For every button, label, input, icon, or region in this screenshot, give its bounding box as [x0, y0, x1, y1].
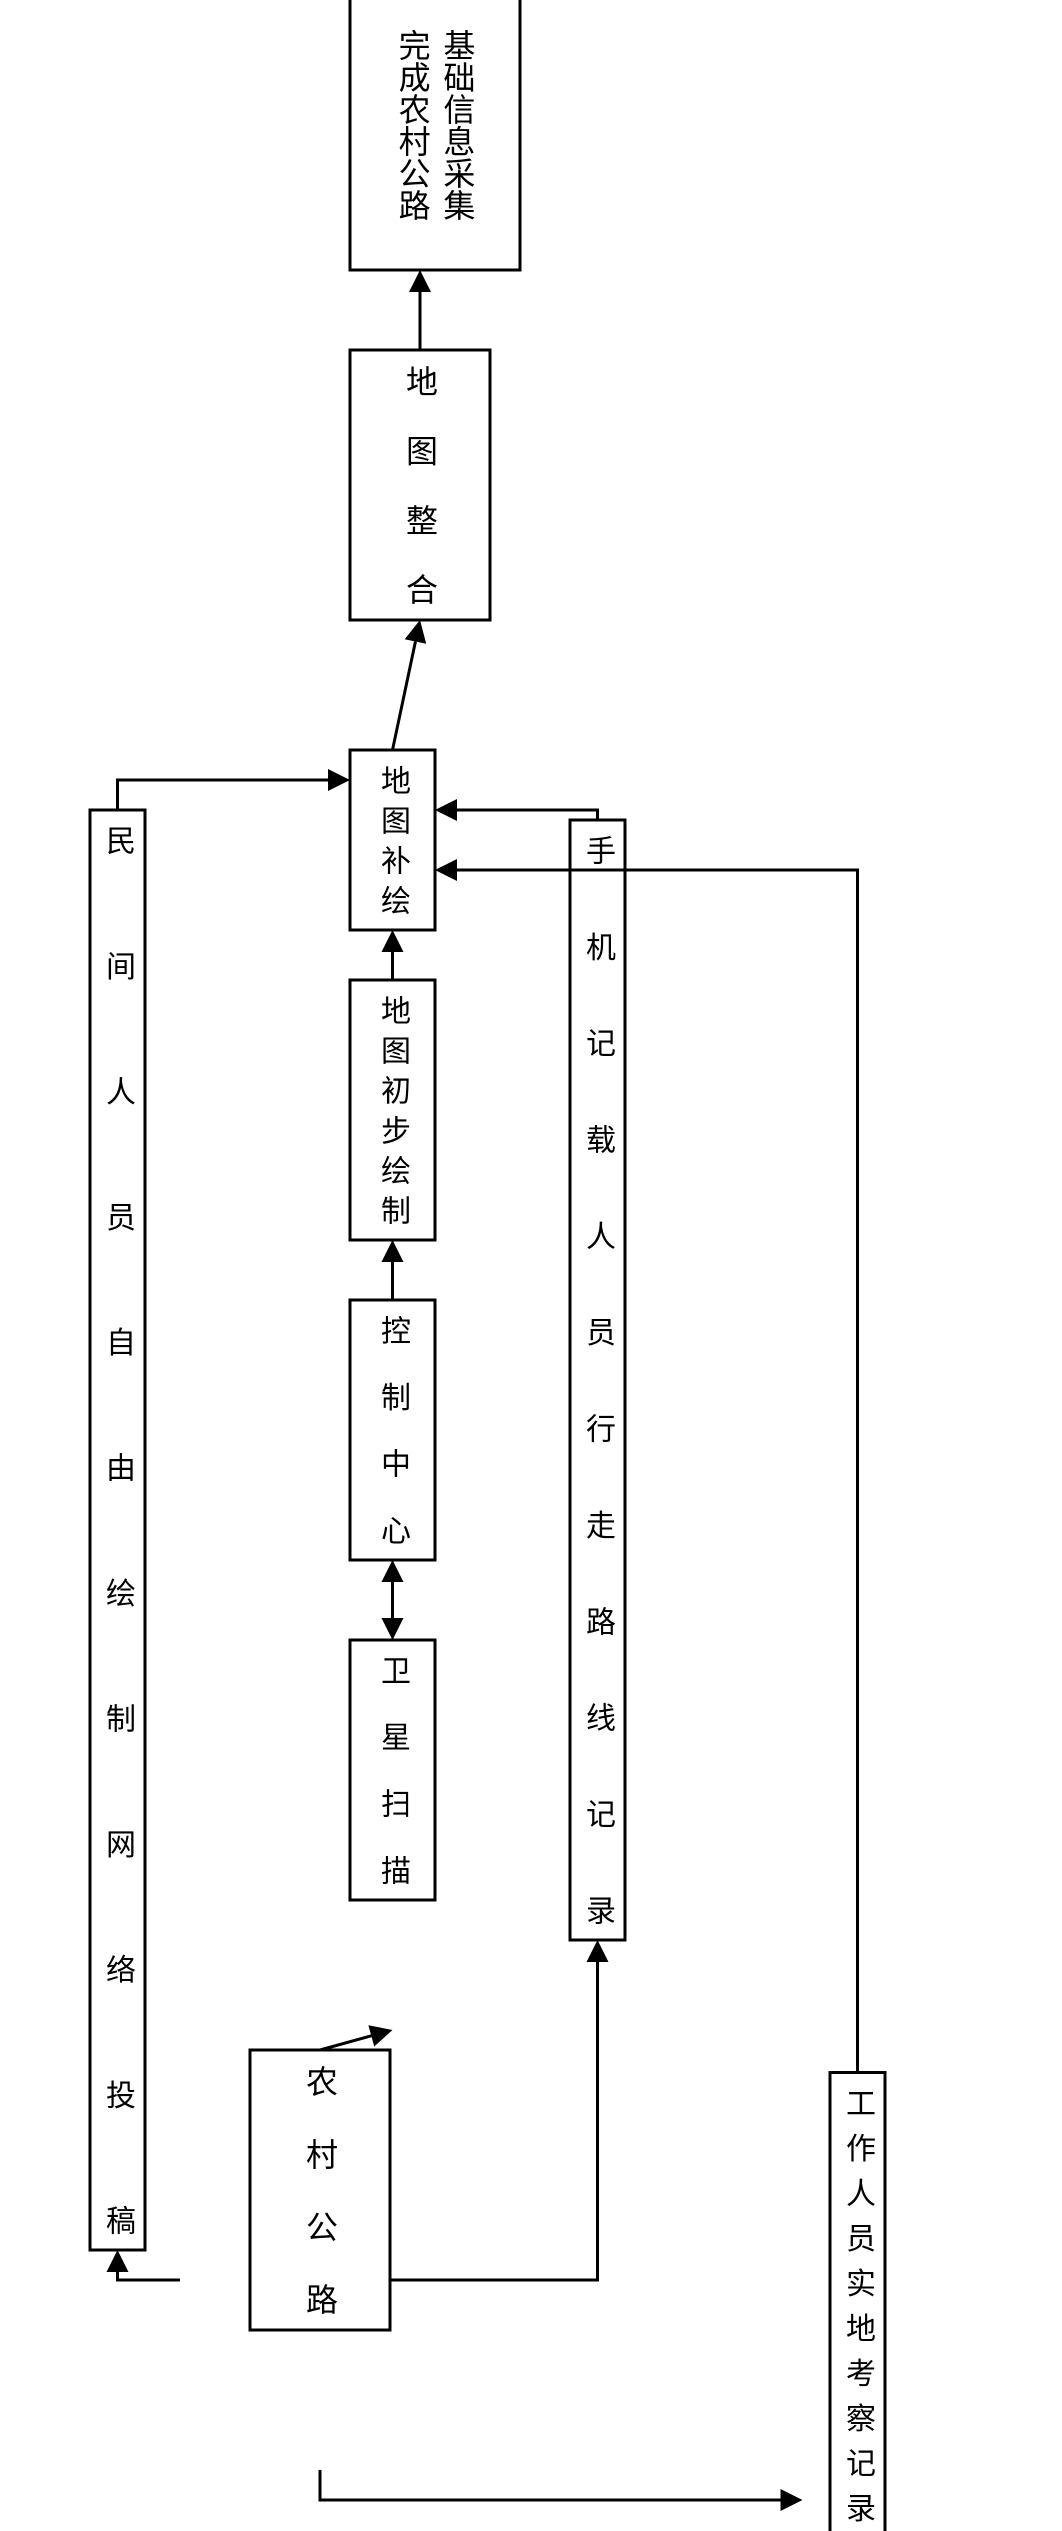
node-box [570, 820, 625, 1940]
node-control_center: 控制中心 [350, 1300, 435, 1560]
node-map_supplement: 地图补绘 [350, 750, 435, 930]
node-map_integrate: 地图整合 [350, 350, 490, 620]
node-phone_record: 手机记载人员行走路线记录 [570, 820, 625, 1940]
node-label: 基础信息采集 [439, 29, 475, 221]
node-label: 完成农村公路 [395, 29, 431, 221]
node-satellite_scan: 卫星扫描 [350, 1640, 435, 1900]
node-box [350, 0, 520, 270]
node-map_preliminary: 地图初步绘制 [350, 980, 435, 1240]
node-staff_field: 工作人员实地考察记录 [830, 2073, 885, 2531]
node-civilian_draw: 民间人员自由绘制网络投稿 [90, 810, 145, 2250]
node-rural_road: 农村公路 [250, 2050, 390, 2330]
node-box [90, 810, 145, 2250]
node-completion: 完成农村公路基础信息采集 [350, 0, 520, 270]
